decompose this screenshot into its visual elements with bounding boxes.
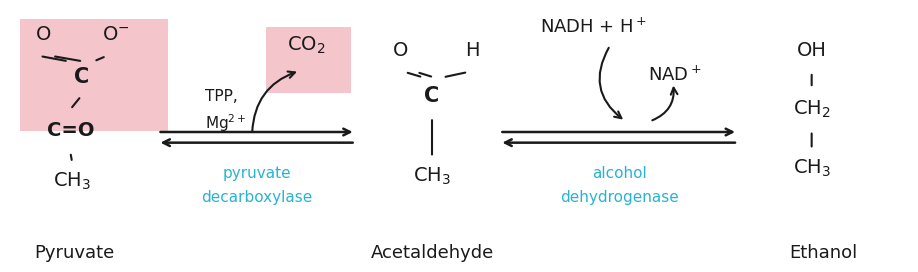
Text: Acetaldehyde: Acetaldehyde	[370, 244, 494, 262]
Text: C: C	[73, 67, 89, 87]
Text: C=O: C=O	[47, 121, 95, 140]
Text: NAD$^+$: NAD$^+$	[648, 65, 701, 84]
Text: Ethanol: Ethanol	[789, 244, 857, 262]
Text: OH: OH	[797, 41, 826, 60]
Text: NADH + H$^+$: NADH + H$^+$	[541, 17, 647, 36]
Text: TPP,: TPP,	[206, 88, 238, 104]
Text: dehydrogenase: dehydrogenase	[560, 190, 678, 205]
Text: CH$_2$: CH$_2$	[793, 99, 831, 120]
Text: alcohol: alcohol	[592, 166, 646, 181]
Text: C: C	[424, 86, 440, 106]
Text: Mg$^{2+}$: Mg$^{2+}$	[206, 112, 247, 134]
Bar	[265, 27, 351, 93]
Text: CO$_2$: CO$_2$	[286, 35, 325, 56]
Text: CH$_3$: CH$_3$	[413, 165, 451, 187]
Text: CH$_3$: CH$_3$	[792, 157, 831, 179]
Text: CH$_3$: CH$_3$	[53, 171, 91, 192]
Bar	[20, 19, 168, 131]
Text: decarboxylase: decarboxylase	[201, 190, 312, 205]
Text: Pyruvate: Pyruvate	[34, 244, 114, 262]
Text: H: H	[465, 41, 480, 60]
Text: O$^{-}$: O$^{-}$	[102, 25, 129, 44]
Text: pyruvate: pyruvate	[222, 166, 291, 181]
Text: O: O	[393, 41, 409, 60]
Text: O: O	[36, 25, 51, 44]
